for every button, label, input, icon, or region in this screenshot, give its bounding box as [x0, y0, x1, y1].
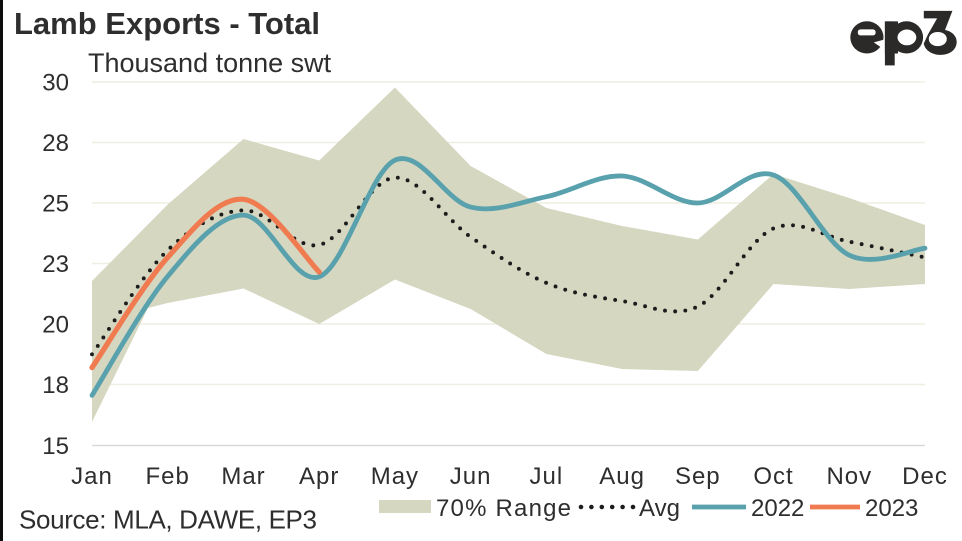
svg-text:Jan: Jan [71, 463, 113, 490]
svg-text:70% Range: 70% Range [436, 495, 572, 522]
svg-text:18: 18 [42, 372, 69, 399]
svg-text:2023: 2023 [865, 495, 918, 522]
svg-text:Dec: Dec [902, 463, 948, 490]
svg-text:30: 30 [42, 70, 69, 97]
svg-text:Jun: Jun [450, 463, 492, 490]
svg-text:2022: 2022 [751, 495, 804, 522]
svg-text:Apr: Apr [299, 463, 339, 490]
svg-text:Nov: Nov [826, 463, 872, 490]
svg-text:Oct: Oct [753, 463, 793, 490]
svg-text:28: 28 [42, 130, 69, 157]
svg-text:15: 15 [42, 433, 69, 460]
svg-text:Jul: Jul [530, 463, 564, 490]
svg-text:Aug: Aug [599, 463, 645, 490]
svg-text:25: 25 [42, 191, 69, 218]
svg-text:Mar: Mar [221, 463, 265, 490]
svg-text:Avg: Avg [639, 495, 680, 522]
svg-text:Sep: Sep [675, 463, 721, 490]
svg-text:Lamb Exports - Total: Lamb Exports - Total [14, 6, 320, 41]
svg-text:Feb: Feb [146, 463, 190, 490]
svg-text:23: 23 [42, 251, 69, 278]
svg-text:May: May [371, 463, 419, 490]
svg-text:Thousand tonne swt: Thousand tonne swt [88, 48, 332, 78]
svg-text:Source: MLA, DAWE, EP3: Source: MLA, DAWE, EP3 [19, 505, 317, 535]
svg-text:20: 20 [42, 312, 69, 339]
